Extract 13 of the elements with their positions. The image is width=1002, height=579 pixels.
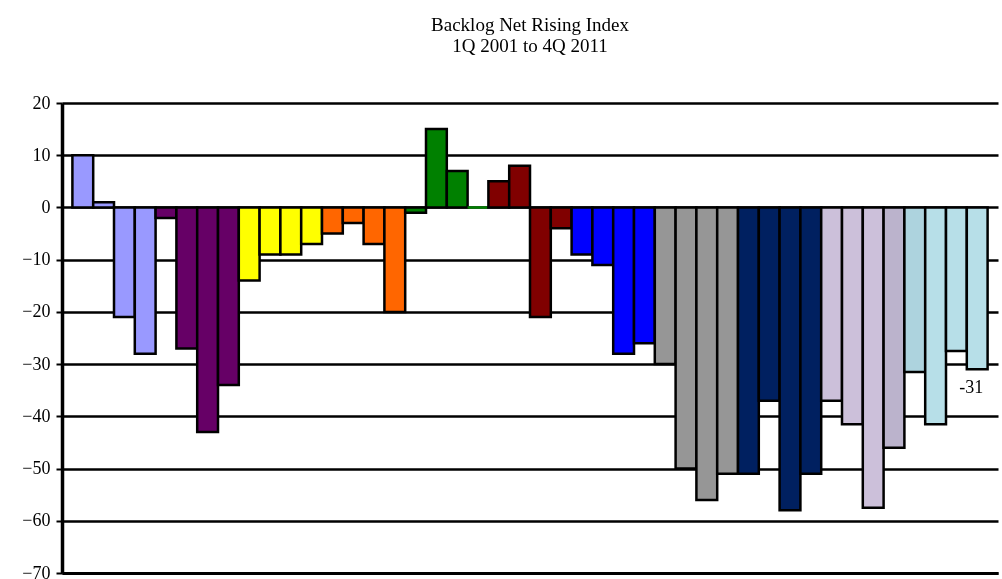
chart-title: Backlog Net Rising Index: [431, 14, 630, 35]
y-tick-label: −20: [22, 301, 51, 322]
y-tick-label: −30: [22, 353, 51, 374]
y-tick-label: −60: [22, 510, 51, 531]
y-tick-label: −70: [22, 562, 51, 579]
y-tick-label: 20: [32, 92, 51, 113]
y-tick-label: −50: [22, 458, 51, 479]
y-tick-label: 0: [41, 196, 51, 217]
data-label: -31: [959, 377, 984, 398]
y-tick-label: 10: [32, 144, 51, 165]
y-tick-label: −10: [22, 249, 51, 270]
y-tick-label: −40: [22, 405, 51, 426]
chart-subtitle: 1Q 2001 to 4Q 2011: [452, 35, 608, 56]
